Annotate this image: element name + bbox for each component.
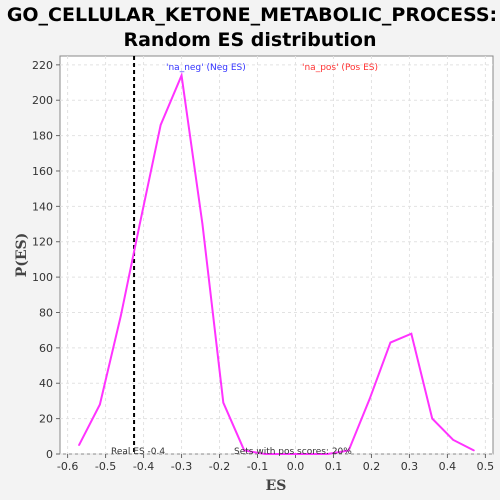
x-tick-label: 0.4 [439,460,457,473]
data-point [410,332,413,335]
y-tick-label: 220 [32,59,53,72]
x-tick-label: 0.1 [325,460,343,473]
data-point [306,453,308,455]
y-tick-label: 140 [32,200,53,213]
x-axis-ticks: -0.6 -0.5 -0.4 -0.3 -0.2 -0.1 0.0 0.1 0.2 0.3 0.4 0… [57,454,494,473]
y-tick-label: 0 [46,448,53,461]
y-axis-label: P(ES) [14,233,30,278]
y-tick-label: 20 [39,413,53,426]
plot-area [59,55,494,455]
data-point [368,398,371,400]
y-tick-label: 120 [32,236,53,249]
y-tick-label: 60 [39,342,53,355]
x-axis-label: ES [266,478,287,494]
data-point [180,74,183,77]
data-point [78,444,80,446]
data-point [201,223,204,225]
x-tick-label: -0.4 [133,460,154,473]
data-point [285,453,287,455]
data-point [389,341,392,344]
x-tick-label: -0.3 [171,460,192,473]
real-es-annotation: Real ES -0.4 [111,447,165,457]
x-tick-label: -0.2 [209,460,230,473]
y-tick-label: 160 [32,165,53,178]
es-distribution-line [78,71,475,455]
data-point [264,453,266,455]
data-point [222,401,225,404]
legend-neg: 'na_neg' (Neg ES) [166,63,246,73]
data-point [159,124,162,126]
y-tick-label: 100 [32,271,53,284]
chart-title-line1: GO_CELLULAR_KETONE_METABOLIC_PROCESS: [7,4,497,26]
y-tick-label: 180 [32,130,53,143]
y-tick-label: 80 [39,306,53,319]
x-tick-label: 0.2 [363,460,381,473]
x-tick-label: 0.3 [401,460,419,473]
y-axis-ticks: 0 20 40 60 80 100 120 140 160 180 200 220 [32,59,60,461]
data-point [347,449,350,452]
data-point [138,223,141,225]
sets-pos-annotation: Sets with pos scores: 20% [234,447,352,457]
x-tick-label: -0.1 [247,460,268,473]
y-tick-label: 200 [32,94,53,107]
data-point [243,449,246,452]
chart-title-line2: Random ES distribution [123,29,376,51]
data-point [99,403,101,406]
y-tick-label: 40 [39,377,53,390]
x-tick-label: 0.0 [287,460,305,473]
x-tick-label: -0.5 [95,460,116,473]
x-tick-label: 0.5 [477,460,495,473]
data-point [452,439,454,441]
data-point [119,315,122,317]
legend-pos: 'na_pos' (Pos ES) [302,63,378,73]
series-points [78,74,475,455]
data-point [473,449,475,452]
data-point [431,417,434,420]
x-tick-label: -0.6 [57,460,78,473]
data-point [326,453,329,455]
